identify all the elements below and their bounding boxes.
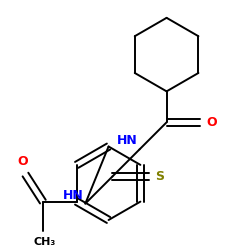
Text: HN: HN [117,134,138,147]
Text: HN: HN [63,189,84,202]
Text: O: O [17,155,28,168]
Text: S: S [155,170,164,183]
Text: CH₃: CH₃ [34,238,56,248]
Text: O: O [206,116,217,129]
